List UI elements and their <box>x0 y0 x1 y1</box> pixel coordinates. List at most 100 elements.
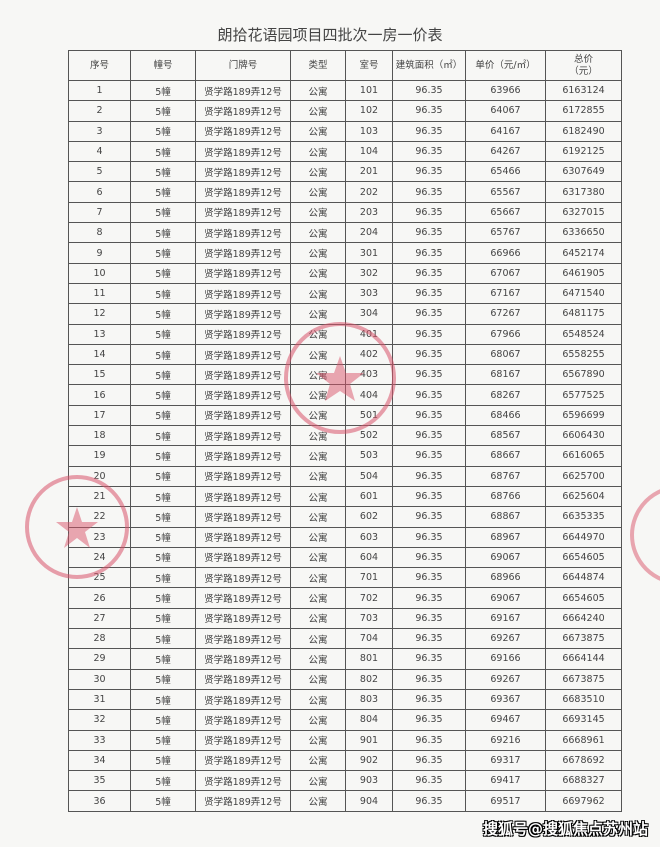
column-header: 类型 <box>290 50 346 81</box>
cell-building: 5幢 <box>130 770 196 792</box>
cell-room: 401 <box>345 323 393 345</box>
cell-address: 贤学路189弄12号 <box>195 607 291 630</box>
cell-unit-price: 68766 <box>465 485 546 508</box>
cell-room: 203 <box>345 201 393 224</box>
cell-unit-price: 69517 <box>465 790 546 812</box>
cell-address: 贤学路189弄12号 <box>195 242 291 264</box>
cell-total-price: 6644874 <box>545 567 622 589</box>
cell-total-price: 6654605 <box>545 587 622 609</box>
cell-unit-price: 69317 <box>465 749 546 772</box>
cell-address: 贤学路189弄12号 <box>195 384 291 406</box>
cell-unit-price: 67167 <box>465 282 546 305</box>
cell-index: 29 <box>68 648 131 670</box>
cell-index: 13 <box>68 323 131 345</box>
cell-unit-price: 67966 <box>465 323 546 345</box>
cell-index: 6 <box>68 181 131 203</box>
cell-room: 504 <box>345 465 393 487</box>
cell-area: 96.35 <box>392 567 466 589</box>
cell-building: 5幢 <box>130 79 196 102</box>
cell-area: 96.35 <box>392 648 466 670</box>
cell-unit-price: 65466 <box>465 161 546 183</box>
cell-room: 904 <box>345 790 393 812</box>
cell-address: 贤学路189弄12号 <box>195 567 291 589</box>
cell-address: 贤学路189弄12号 <box>195 120 291 142</box>
cell-building: 5幢 <box>130 485 196 508</box>
cell-room: 701 <box>345 567 393 589</box>
cell-room: 201 <box>345 161 393 183</box>
cell-type: 公寓 <box>290 506 346 528</box>
cell-room: 304 <box>345 303 393 325</box>
cell-building: 5幢 <box>130 668 196 690</box>
cell-area: 96.35 <box>392 282 466 305</box>
cell-unit-price: 68767 <box>465 465 546 487</box>
cell-total-price: 6616065 <box>545 445 622 467</box>
cell-address: 贤学路189弄12号 <box>195 526 291 548</box>
table-row: 1 5幢 贤学路189弄12号 公寓 101 96.35 63966 6163124 <box>68 79 622 102</box>
cell-type: 公寓 <box>290 161 346 183</box>
cell-building: 5幢 <box>130 222 196 244</box>
cell-area: 96.35 <box>392 242 466 264</box>
cell-address: 贤学路189弄12号 <box>195 282 291 305</box>
table-row: 14 5幢 贤学路189弄12号 公寓 402 96.35 68067 6558255 <box>68 343 622 366</box>
cell-type: 公寓 <box>290 364 346 386</box>
cell-room: 503 <box>345 445 393 467</box>
cell-address: 贤学路189弄12号 <box>195 262 291 284</box>
cell-building: 5幢 <box>130 161 196 183</box>
cell-index: 16 <box>68 384 131 406</box>
cell-total-price: 6664240 <box>545 607 622 630</box>
cell-area: 96.35 <box>392 688 466 711</box>
cell-room: 902 <box>345 749 393 772</box>
table-row: 18 5幢 贤学路189弄12号 公寓 502 96.35 68567 6606430 <box>68 425 622 447</box>
cell-building: 5幢 <box>130 404 196 427</box>
cell-unit-price: 69367 <box>465 688 546 711</box>
cell-area: 96.35 <box>392 790 466 812</box>
cell-type: 公寓 <box>290 140 346 163</box>
table-row: 29 5幢 贤学路189弄12号 公寓 801 96.35 69166 6664144 <box>68 648 622 670</box>
cell-address: 贤学路189弄12号 <box>195 709 291 731</box>
cell-room: 103 <box>345 120 393 142</box>
cell-type: 公寓 <box>290 181 346 203</box>
cell-index: 5 <box>68 161 131 183</box>
cell-room: 303 <box>345 282 393 305</box>
cell-room: 702 <box>345 587 393 609</box>
cell-unit-price: 68267 <box>465 384 546 406</box>
cell-type: 公寓 <box>290 749 346 772</box>
cell-type: 公寓 <box>290 790 346 812</box>
cell-building: 5幢 <box>130 343 196 366</box>
table-row: 32 5幢 贤学路189弄12号 公寓 804 96.35 69467 6693145 <box>68 709 622 731</box>
column-header: 总价 （元） <box>545 50 622 81</box>
cell-area: 96.35 <box>392 120 466 142</box>
cell-room: 302 <box>345 262 393 284</box>
cell-building: 5幢 <box>130 201 196 224</box>
cell-total-price: 6163124 <box>545 79 622 102</box>
cell-room: 703 <box>345 607 393 630</box>
cell-area: 96.35 <box>392 404 466 427</box>
cell-building: 5幢 <box>130 445 196 467</box>
column-header: 建筑面积（㎡） <box>392 50 466 81</box>
cell-total-price: 6182490 <box>545 120 622 142</box>
cell-type: 公寓 <box>290 120 346 142</box>
cell-unit-price: 69167 <box>465 607 546 630</box>
cell-area: 96.35 <box>392 384 466 406</box>
table-row: 10 5幢 贤学路189弄12号 公寓 302 96.35 67067 6461905 <box>68 262 622 284</box>
cell-address: 贤学路189弄12号 <box>195 222 291 244</box>
table-row: 13 5幢 贤学路189弄12号 公寓 401 96.35 67966 6548524 <box>68 323 622 345</box>
cell-area: 96.35 <box>392 100 466 122</box>
table-row: 31 5幢 贤学路189弄12号 公寓 803 96.35 69367 6683510 <box>68 688 622 711</box>
cell-area: 96.35 <box>392 222 466 244</box>
table-row: 7 5幢 贤学路189弄12号 公寓 203 96.35 65667 6327015 <box>68 201 622 224</box>
cell-address: 贤学路189弄12号 <box>195 770 291 792</box>
table-row: 11 5幢 贤学路189弄12号 公寓 303 96.35 67167 6471540 <box>68 282 622 305</box>
cell-building: 5幢 <box>130 749 196 772</box>
cell-index: 32 <box>68 709 131 731</box>
cell-index: 28 <box>68 628 131 650</box>
cell-total-price: 6654605 <box>545 546 622 569</box>
table-row: 6 5幢 贤学路189弄12号 公寓 202 96.35 65567 6317380 <box>68 181 622 203</box>
cell-room: 101 <box>345 79 393 102</box>
cell-area: 96.35 <box>392 262 466 284</box>
seal-ring <box>630 489 660 581</box>
cell-index: 20 <box>68 465 131 487</box>
cell-total-price: 6172855 <box>545 100 622 122</box>
cell-address: 贤学路189弄12号 <box>195 181 291 203</box>
table-row: 4 5幢 贤学路189弄12号 公寓 104 96.35 64267 6192125 <box>68 140 622 163</box>
